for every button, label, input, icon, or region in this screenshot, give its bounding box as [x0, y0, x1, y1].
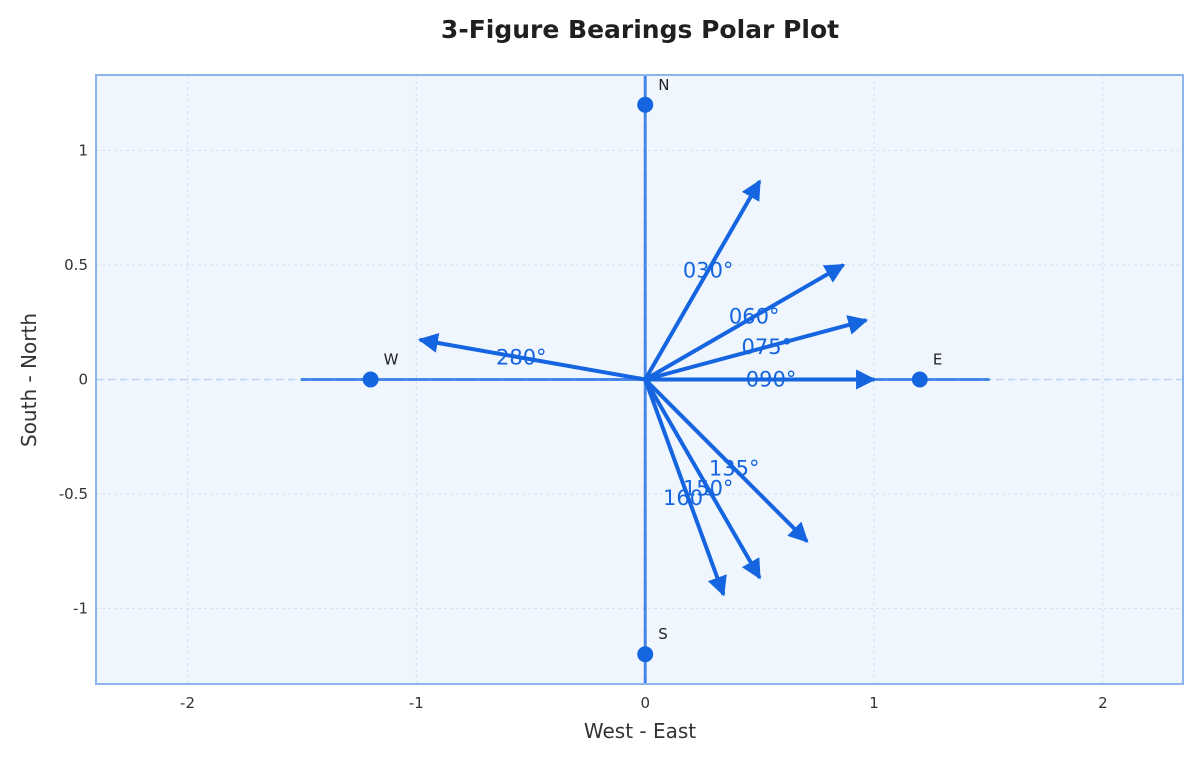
- bearing-arrow: [417, 333, 646, 382]
- bearing-labels: 030° 060° 075° 090° 135°150°160° 280°: [496, 258, 796, 509]
- compass-point-label: N: [658, 76, 669, 94]
- bearing-arrow: [644, 263, 846, 382]
- bearing-label: 135°: [709, 457, 760, 481]
- bearing-arrow: [643, 378, 809, 543]
- x-axis-ticks: -2 -1 0 1 2: [180, 694, 1108, 712]
- x-tick-label: -2: [180, 694, 195, 712]
- compass-point: [637, 96, 654, 113]
- y-tick-label: -1: [73, 599, 88, 617]
- x-axis-title: West - East: [584, 719, 696, 743]
- bearing-label: 030°: [683, 258, 734, 282]
- x-tick-label: 2: [1098, 694, 1108, 712]
- compass-point: [911, 371, 928, 388]
- bearing-label: 090°: [746, 368, 797, 392]
- y-tick-label: 1: [78, 142, 88, 160]
- plot-frame: [95, 74, 1184, 685]
- bearing-arrow: [643, 378, 727, 597]
- bearing-arrow: [644, 315, 869, 382]
- x-tick-label: 1: [869, 694, 879, 712]
- chart-title: 3-Figure Bearings Polar Plot: [441, 15, 839, 44]
- bearing-vectors: [417, 179, 877, 597]
- y-axis-title: South - North: [17, 313, 41, 447]
- bearing-label: 150°: [683, 477, 734, 501]
- bearing-label: 280°: [496, 346, 547, 370]
- y-tick-label: 0: [78, 371, 88, 389]
- compass-point-label: S: [658, 625, 668, 643]
- bearing-arrow: [643, 378, 762, 580]
- bearing-arrow: [643, 179, 762, 381]
- y-axis-ticks: -1 -0.5 0 0.5 1: [59, 142, 88, 618]
- compass-point-label: E: [933, 351, 942, 369]
- y-tick-label: 0.5: [64, 256, 88, 274]
- compass-points: N E S W: [362, 76, 942, 663]
- compass-point: [362, 371, 379, 388]
- x-tick-label: 0: [640, 694, 650, 712]
- compass-point-label: W: [384, 351, 399, 369]
- bearing-label: 160°: [663, 486, 714, 510]
- compass-point: [637, 646, 654, 663]
- bearing-label: 075°: [741, 335, 792, 359]
- x-tick-label: -1: [409, 694, 424, 712]
- bearing-label: 060°: [729, 305, 780, 329]
- y-tick-label: -0.5: [59, 485, 88, 503]
